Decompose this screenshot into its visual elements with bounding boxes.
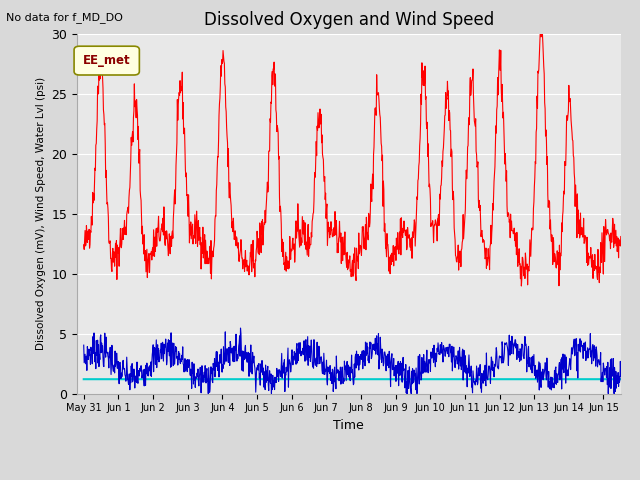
- X-axis label: Time: Time: [333, 419, 364, 432]
- Y-axis label: Dissolved Oxygen (mV), Wind Speed, Water Lvl (psi): Dissolved Oxygen (mV), Wind Speed, Water…: [36, 77, 45, 350]
- Text: No data for f_MD_DO: No data for f_MD_DO: [6, 12, 124, 23]
- Title: Dissolved Oxygen and Wind Speed: Dissolved Oxygen and Wind Speed: [204, 11, 494, 29]
- FancyBboxPatch shape: [74, 46, 140, 75]
- Text: EE_met: EE_met: [83, 54, 131, 67]
